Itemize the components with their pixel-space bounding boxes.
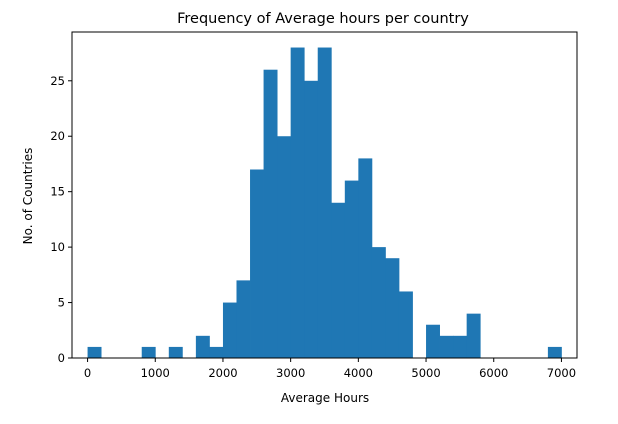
histogram-bar — [371, 247, 386, 358]
chart-title: Frequency of Average hours per country — [177, 11, 469, 27]
histogram-bar — [141, 346, 156, 358]
histogram-bar — [290, 47, 305, 359]
histogram-bar — [168, 346, 183, 358]
x-tick-label: 4000 — [344, 366, 373, 380]
histogram-bar — [385, 258, 400, 358]
histogram-bar — [263, 69, 278, 358]
histogram-bar — [222, 302, 237, 358]
x-tick-label: 3000 — [276, 366, 305, 380]
histogram-bar — [304, 80, 319, 358]
plot-area-frame — [71, 31, 578, 359]
y-axis-label: No. of Countries — [21, 148, 35, 245]
y-tick-label: 20 — [50, 129, 65, 143]
histogram-bar — [358, 158, 373, 358]
histogram-bar — [398, 291, 413, 358]
x-axis-label: Average Hours — [281, 391, 369, 405]
x-tick-label: 7000 — [547, 366, 576, 380]
bars-group — [87, 47, 562, 359]
histogram-bar — [466, 313, 481, 358]
x-tick-label: 6000 — [479, 366, 508, 380]
histogram-bar — [209, 346, 224, 358]
y-tick-label: 25 — [50, 74, 65, 88]
x-tick-label: 1000 — [141, 366, 170, 380]
x-tick-label: 5000 — [411, 366, 440, 380]
histogram-bar — [344, 180, 359, 358]
y-axis-ticks: 0 5 10 15 20 25 — [50, 74, 72, 365]
y-tick-label: 5 — [58, 296, 65, 310]
histogram-bar — [250, 169, 264, 358]
histogram-bar — [317, 47, 332, 359]
histogram-bar — [277, 136, 292, 358]
histogram-bar — [331, 202, 346, 358]
histogram-bar — [426, 324, 440, 358]
x-tick-label: 2000 — [208, 366, 237, 380]
y-tick-label: 0 — [58, 351, 65, 365]
histogram-bar — [195, 335, 210, 358]
x-tick-label: 0 — [84, 366, 91, 380]
histogram-bar — [453, 335, 468, 358]
histogram-bar — [439, 335, 454, 358]
histogram-bar — [547, 346, 562, 358]
y-tick-label: 10 — [50, 240, 65, 254]
histogram-bar — [236, 280, 251, 358]
x-axis-ticks: 0 1000 2000 3000 4000 5000 6000 7000 — [84, 358, 576, 380]
histogram-bar — [87, 346, 102, 358]
y-tick-label: 15 — [50, 185, 65, 199]
